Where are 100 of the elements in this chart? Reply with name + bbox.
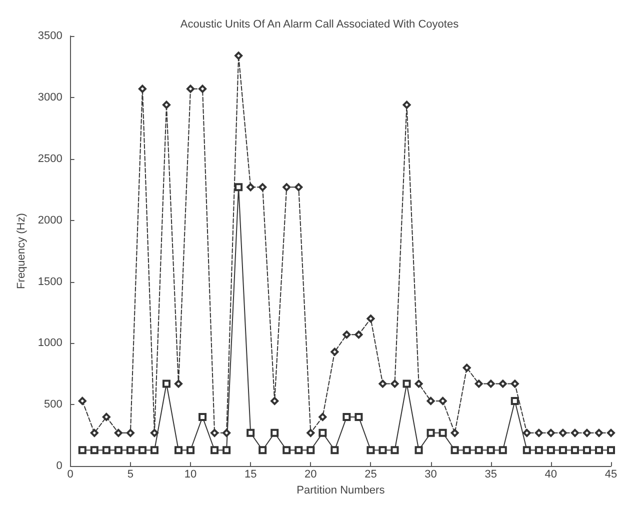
point (282, 183, 291, 192)
y-tick-label: 0 (56, 460, 62, 472)
point (342, 412, 351, 421)
point (474, 446, 483, 454)
point (150, 446, 158, 454)
x-tick-label: 40 (544, 468, 558, 481)
point (402, 100, 411, 109)
y-tick-label: 3000 (38, 91, 62, 104)
x-tick-label: 20 (304, 468, 317, 481)
point (510, 380, 519, 388)
point (438, 428, 447, 437)
point (582, 446, 591, 454)
point (570, 428, 579, 437)
point (534, 446, 543, 454)
point (546, 428, 555, 437)
point (270, 428, 279, 437)
point (234, 183, 243, 192)
point (570, 446, 579, 454)
x-tick-label: 15 (244, 468, 257, 481)
x-tick-label: 30 (424, 468, 437, 481)
point (462, 446, 471, 454)
point (102, 412, 110, 421)
point (438, 396, 447, 405)
point (174, 380, 182, 388)
point (450, 428, 459, 437)
point (210, 428, 219, 437)
point (534, 428, 543, 437)
point (318, 428, 327, 437)
point (414, 380, 423, 388)
point (558, 446, 567, 454)
point (318, 412, 327, 421)
point (306, 446, 315, 454)
point (366, 314, 375, 323)
point (354, 330, 363, 339)
point (138, 446, 146, 454)
point (378, 380, 387, 388)
point (330, 446, 339, 454)
y-tick-label: 1000 (38, 337, 62, 350)
point (390, 446, 399, 454)
y-tick-label: 2500 (38, 152, 62, 165)
point (342, 330, 351, 339)
point (294, 446, 303, 454)
point (282, 446, 291, 454)
point (162, 380, 170, 388)
x-tick-label: 45 (604, 468, 618, 481)
point (366, 446, 375, 454)
point (270, 396, 279, 405)
point (354, 412, 363, 421)
point (150, 428, 158, 437)
point (198, 412, 207, 421)
point (607, 428, 615, 437)
x-axis-title: Partition Numbers (296, 484, 386, 496)
point (234, 52, 243, 60)
point (426, 428, 435, 437)
point (414, 446, 423, 454)
point (498, 446, 507, 454)
point (390, 380, 399, 388)
point (114, 446, 122, 454)
point (330, 348, 339, 356)
x-tick-label: 5 (127, 468, 134, 481)
chart-title: Acoustic Units Of An Alarm Call Associated With Coyotes (180, 18, 460, 30)
x-tick-label: 25 (364, 468, 377, 481)
point (607, 446, 615, 454)
point (102, 446, 110, 454)
point (486, 380, 495, 388)
point (210, 446, 219, 454)
point (186, 84, 195, 93)
point (114, 428, 122, 437)
x-tick-label: 0 (67, 468, 74, 481)
point (294, 183, 303, 192)
point (558, 428, 567, 437)
point (450, 446, 459, 454)
point (594, 446, 603, 454)
y-axis-title: Frequency (Hz) (16, 213, 28, 289)
point (126, 446, 134, 454)
point (426, 396, 435, 405)
point (258, 183, 267, 192)
point (582, 428, 591, 437)
point (90, 428, 98, 437)
point (258, 446, 267, 454)
point (546, 446, 555, 454)
point (246, 428, 255, 437)
point (222, 446, 231, 454)
point (522, 446, 531, 454)
point (198, 84, 207, 93)
point (222, 428, 231, 437)
point (162, 100, 170, 109)
point (522, 428, 531, 437)
point (90, 446, 98, 454)
point (138, 84, 146, 93)
point (474, 380, 483, 388)
point (498, 380, 507, 388)
point (462, 364, 471, 372)
x-tick-label: 35 (484, 468, 497, 481)
point (78, 396, 86, 405)
point (486, 446, 495, 454)
point (246, 183, 255, 192)
y-tick-label: 500 (44, 398, 62, 411)
point (402, 380, 411, 388)
point (510, 396, 519, 405)
